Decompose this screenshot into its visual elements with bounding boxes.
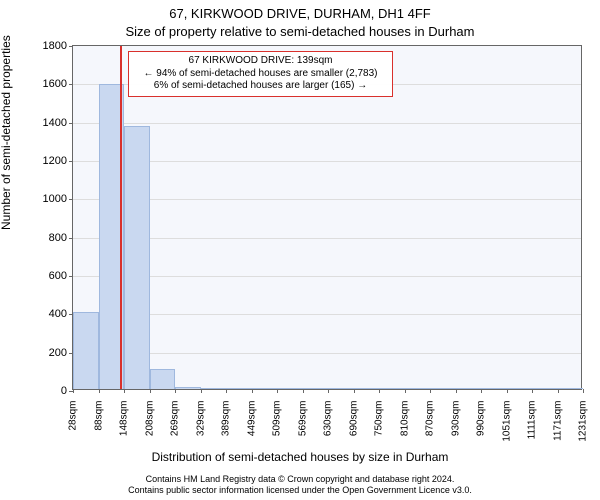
- x-tick-label: 449sqm: [246, 401, 257, 437]
- x-tick-mark: [481, 389, 482, 393]
- x-tick-label: 1051sqm: [501, 401, 512, 442]
- histogram-bar: [405, 388, 431, 389]
- y-tick-mark: [69, 123, 73, 124]
- y-tick-label: 1400: [43, 117, 67, 129]
- x-tick-mark: [99, 389, 100, 393]
- y-tick-label: 200: [49, 347, 67, 359]
- plot-area: 02004006008001000120014001600180028sqm88…: [72, 45, 582, 390]
- x-tick-mark: [73, 389, 74, 393]
- x-tick-mark: [507, 389, 508, 393]
- x-tick-mark: [150, 389, 151, 393]
- x-tick-mark: [379, 389, 380, 393]
- x-tick-mark: [456, 389, 457, 393]
- y-tick-label: 1200: [43, 155, 67, 167]
- histogram-bar: [303, 388, 329, 389]
- histogram-bar: [252, 388, 278, 389]
- annotation-line: 67 KIRKWOOD DRIVE: 139sqm: [135, 55, 386, 68]
- x-tick-label: 28sqm: [68, 401, 79, 431]
- x-tick-mark: [201, 389, 202, 393]
- marker-line: [120, 46, 122, 389]
- y-tick-mark: [69, 238, 73, 239]
- x-tick-mark: [328, 389, 329, 393]
- x-tick-label: 690sqm: [348, 401, 359, 437]
- y-tick-mark: [69, 276, 73, 277]
- annotation-line: 6% of semi-detached houses are larger (1…: [135, 80, 386, 93]
- x-tick-label: 569sqm: [297, 401, 308, 437]
- x-tick-mark: [303, 389, 304, 393]
- x-tick-label: 810sqm: [399, 401, 410, 437]
- title-line-2: Size of property relative to semi-detach…: [0, 24, 600, 39]
- x-tick-label: 1171sqm: [552, 401, 563, 441]
- histogram-bar: [379, 388, 405, 389]
- x-tick-label: 269sqm: [170, 401, 181, 437]
- x-tick-mark: [558, 389, 559, 393]
- histogram-bar: [277, 388, 303, 389]
- y-tick-label: 0: [61, 385, 67, 397]
- histogram-bar: [201, 388, 227, 389]
- x-tick-mark: [124, 389, 125, 393]
- histogram-bar: [150, 369, 176, 389]
- x-tick-label: 389sqm: [221, 401, 232, 437]
- title-line-1: 67, KIRKWOOD DRIVE, DURHAM, DH1 4FF: [0, 6, 600, 21]
- plot-wrap: 02004006008001000120014001600180028sqm88…: [72, 45, 582, 390]
- y-tick-mark: [69, 161, 73, 162]
- histogram-bar: [175, 387, 201, 389]
- y-tick-label: 400: [49, 308, 67, 320]
- gridline: [73, 123, 581, 124]
- x-tick-label: 148sqm: [119, 401, 130, 437]
- histogram-bar: [558, 388, 584, 389]
- x-tick-label: 88sqm: [93, 401, 104, 431]
- y-axis-label: Number of semi-detached properties: [0, 35, 13, 230]
- y-tick-mark: [69, 199, 73, 200]
- footer-line-2: Contains public sector information licen…: [0, 485, 600, 496]
- x-tick-mark: [583, 389, 584, 393]
- x-tick-label: 1231sqm: [578, 401, 589, 442]
- y-tick-label: 1800: [43, 40, 67, 52]
- histogram-bar: [532, 388, 558, 389]
- y-tick-label: 600: [49, 270, 67, 282]
- x-tick-label: 990sqm: [476, 401, 487, 437]
- chart-container: 67, KIRKWOOD DRIVE, DURHAM, DH1 4FF Size…: [0, 0, 600, 500]
- x-tick-mark: [175, 389, 176, 393]
- x-tick-label: 1111sqm: [527, 401, 538, 440]
- histogram-bar: [354, 388, 380, 389]
- x-tick-mark: [277, 389, 278, 393]
- x-tick-label: 329sqm: [195, 401, 206, 437]
- x-tick-mark: [252, 389, 253, 393]
- histogram-bar: [328, 388, 354, 389]
- histogram-bar: [430, 388, 456, 389]
- x-tick-label: 750sqm: [374, 401, 385, 437]
- x-tick-mark: [405, 389, 406, 393]
- annotation-box: 67 KIRKWOOD DRIVE: 139sqm← 94% of semi-d…: [128, 51, 393, 97]
- footer-line-1: Contains HM Land Registry data © Crown c…: [0, 474, 600, 485]
- histogram-bar: [124, 126, 150, 389]
- y-tick-label: 1000: [43, 193, 67, 205]
- x-tick-label: 930sqm: [450, 401, 461, 437]
- histogram-bar: [507, 388, 533, 389]
- x-tick-label: 509sqm: [272, 401, 283, 437]
- histogram-bar: [73, 312, 99, 389]
- histogram-bar: [226, 388, 252, 389]
- y-tick-mark: [69, 46, 73, 47]
- x-tick-mark: [226, 389, 227, 393]
- y-tick-label: 800: [49, 232, 67, 244]
- histogram-bar: [456, 388, 482, 389]
- x-tick-label: 870sqm: [425, 401, 436, 437]
- footer: Contains HM Land Registry data © Crown c…: [0, 474, 600, 496]
- x-tick-label: 630sqm: [323, 401, 334, 437]
- y-tick-label: 1600: [43, 78, 67, 90]
- annotation-line: ← 94% of semi-detached houses are smalle…: [135, 68, 386, 81]
- histogram-bar: [481, 388, 507, 389]
- y-tick-mark: [69, 84, 73, 85]
- x-tick-mark: [354, 389, 355, 393]
- x-axis-label: Distribution of semi-detached houses by …: [0, 450, 600, 464]
- x-tick-label: 208sqm: [144, 401, 155, 437]
- x-tick-mark: [430, 389, 431, 393]
- x-tick-mark: [532, 389, 533, 393]
